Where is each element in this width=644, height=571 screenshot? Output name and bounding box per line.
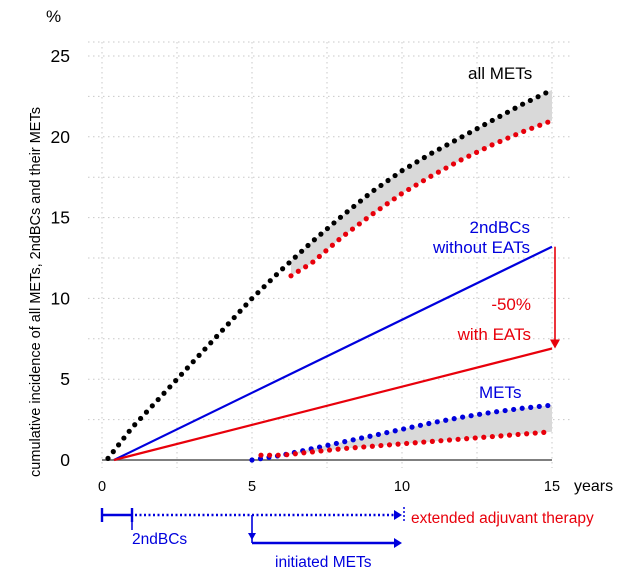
tick-labels: 0 5 10 15 0 5 10 15 20 25	[51, 46, 561, 495]
y-tick-label: 25	[51, 46, 70, 66]
series-layer	[105, 87, 555, 463]
second-bc-label-line2: without EATs	[432, 238, 530, 257]
x-axis-label: years	[574, 478, 613, 495]
y-tick-label: 15	[51, 208, 70, 228]
y-tick-label: 10	[51, 288, 71, 308]
x-tick-label: 15	[544, 479, 560, 495]
timeline-2ndbc-arrowhead	[394, 510, 402, 520]
series-mets-with	[258, 429, 555, 458]
timeline-extended-therapy-label: extended adjuvant therapy	[411, 510, 594, 527]
with-eats-label: with EATs	[457, 325, 531, 344]
y-tick-label: 20	[51, 127, 71, 147]
timeline-initiated-mets-label: initiated METs	[275, 554, 372, 571]
reduction-arrow	[550, 246, 560, 349]
series-second-bc-without	[113, 245, 553, 461]
mets-label: METs	[479, 383, 522, 402]
x-tick-label: 10	[394, 479, 410, 495]
shaded-bands	[282, 89, 552, 456]
series-mets-without	[249, 402, 555, 463]
shaded-band	[291, 89, 552, 276]
grid	[88, 41, 572, 468]
arrow-head	[550, 339, 560, 349]
y-tick-label: 5	[60, 369, 70, 389]
second-bc-label-line1: 2ndBCs	[470, 218, 530, 237]
x-tick-label: 5	[248, 479, 256, 495]
timeline-mets-arrowhead	[394, 538, 402, 548]
series-all-mets	[105, 87, 555, 461]
series-second-bc-with	[113, 347, 553, 462]
x-tick-label: 0	[98, 479, 106, 495]
timeline-2ndbcs-label: 2ndBCs	[132, 531, 187, 548]
y-axis-label: cumulative incidence of all METs, 2ndBCs…	[28, 107, 44, 477]
reduction-percent-label: -50%	[491, 295, 531, 314]
timeline-mets-drop-arrowhead	[248, 533, 256, 540]
therapy-timeline	[100, 507, 405, 548]
y-axis-unit: %	[46, 7, 61, 26]
all-mets-label: all METs	[468, 64, 532, 83]
shaded-band	[282, 405, 552, 456]
y-tick-label: 0	[60, 450, 70, 470]
series-all-mets-eat	[288, 117, 555, 279]
